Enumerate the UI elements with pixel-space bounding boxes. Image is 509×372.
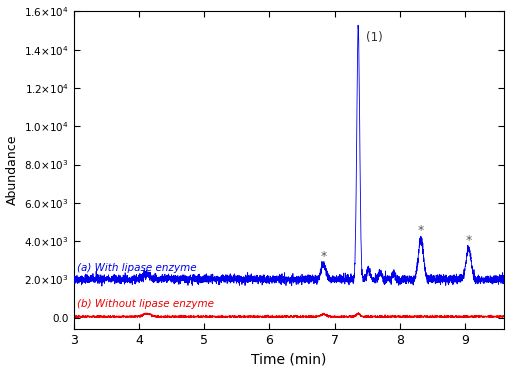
Y-axis label: Abundance: Abundance	[6, 135, 18, 205]
Text: (b) Without lipase enzyme: (b) Without lipase enzyme	[77, 299, 213, 310]
Text: *: *	[320, 250, 326, 263]
Text: (1): (1)	[365, 31, 382, 44]
Text: *: *	[465, 234, 471, 247]
Text: (a) With lipase enzyme: (a) With lipase enzyme	[77, 263, 196, 273]
X-axis label: Time (min): Time (min)	[251, 352, 326, 366]
Text: *: *	[417, 224, 423, 237]
